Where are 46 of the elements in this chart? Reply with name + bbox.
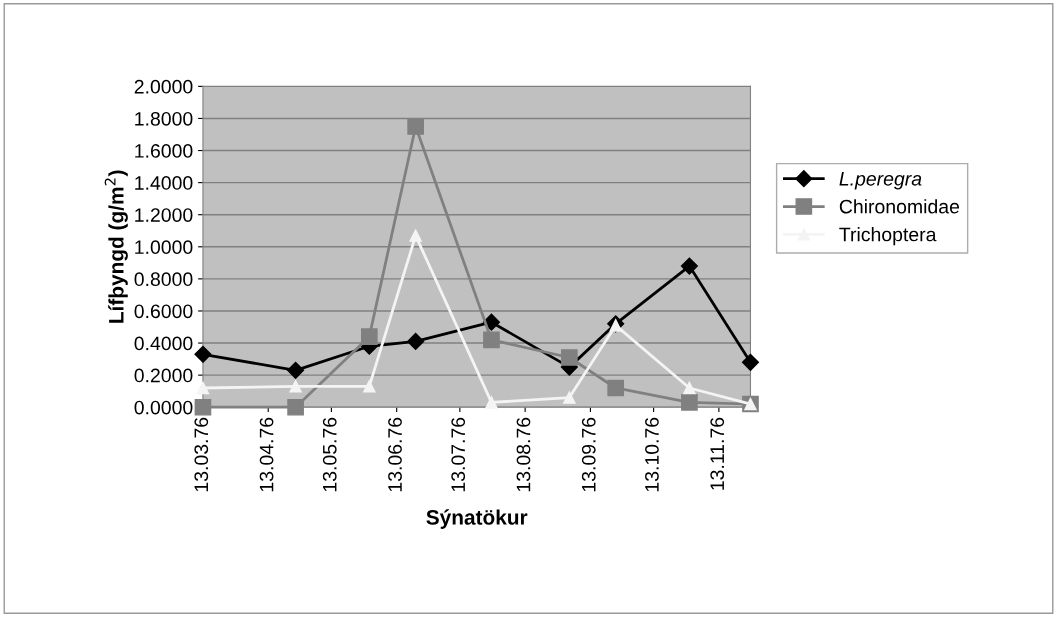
- point: [681, 394, 698, 411]
- x-tick-label: 13.07.76: [451, 417, 466, 492]
- point: [196, 381, 210, 395]
- point: [409, 229, 422, 242]
- point: [482, 313, 501, 331]
- legend-label: Trichoptera: [839, 227, 937, 246]
- legend-label: Chironomidae: [839, 199, 960, 214]
- point: [287, 361, 305, 379]
- point: [289, 380, 302, 393]
- y-tick-label: 1.2000: [135, 208, 193, 222]
- x-tick-label: 13.10.76: [645, 417, 659, 492]
- x-tick-label: 13.09.76: [581, 417, 596, 492]
- point: [563, 391, 576, 404]
- y-tick-label: 0.2000: [134, 368, 193, 383]
- y-tick-label: 1.8000: [135, 111, 193, 126]
- point: [561, 349, 578, 366]
- y-axis-title: Lífþyngd (g/m$^{2}$): [104, 170, 128, 323]
- point: [407, 118, 424, 135]
- legend-label: L.peregra: [839, 172, 922, 190]
- y-tick-label: 1.6000: [135, 144, 193, 158]
- point: [485, 396, 498, 409]
- x-tick-label: 13.04.76: [259, 417, 274, 492]
- point: [680, 257, 698, 275]
- y-tick-label: 0.4000: [134, 336, 193, 351]
- point: [607, 379, 625, 397]
- y-tick-label: 0.6000: [134, 304, 193, 319]
- x-tick-label: 13.08.76: [516, 417, 531, 492]
- x-tick-label: 13.11.76: [710, 417, 725, 490]
- point: [194, 345, 212, 363]
- y-tick-label: 0.0000: [134, 400, 193, 415]
- point: [407, 332, 425, 350]
- x-axis-title: Sýnatökur: [426, 509, 528, 529]
- point: [683, 381, 696, 395]
- point: [363, 380, 376, 393]
- y-tick-label: 2.0000: [134, 79, 193, 94]
- point: [483, 331, 500, 349]
- point: [194, 398, 212, 416]
- x-tick-label: 13.06.76: [388, 417, 402, 492]
- point: [287, 398, 304, 416]
- x-tick-label: 13.05.76: [322, 417, 337, 492]
- point: [741, 353, 760, 371]
- point: [360, 328, 378, 345]
- y-tick-label: 0.8000: [134, 272, 193, 287]
- y-tick-label: 1.4000: [135, 176, 193, 190]
- x-tick-label: 13.03.76: [194, 417, 209, 492]
- y-tick-label: 1.0000: [135, 240, 193, 255]
